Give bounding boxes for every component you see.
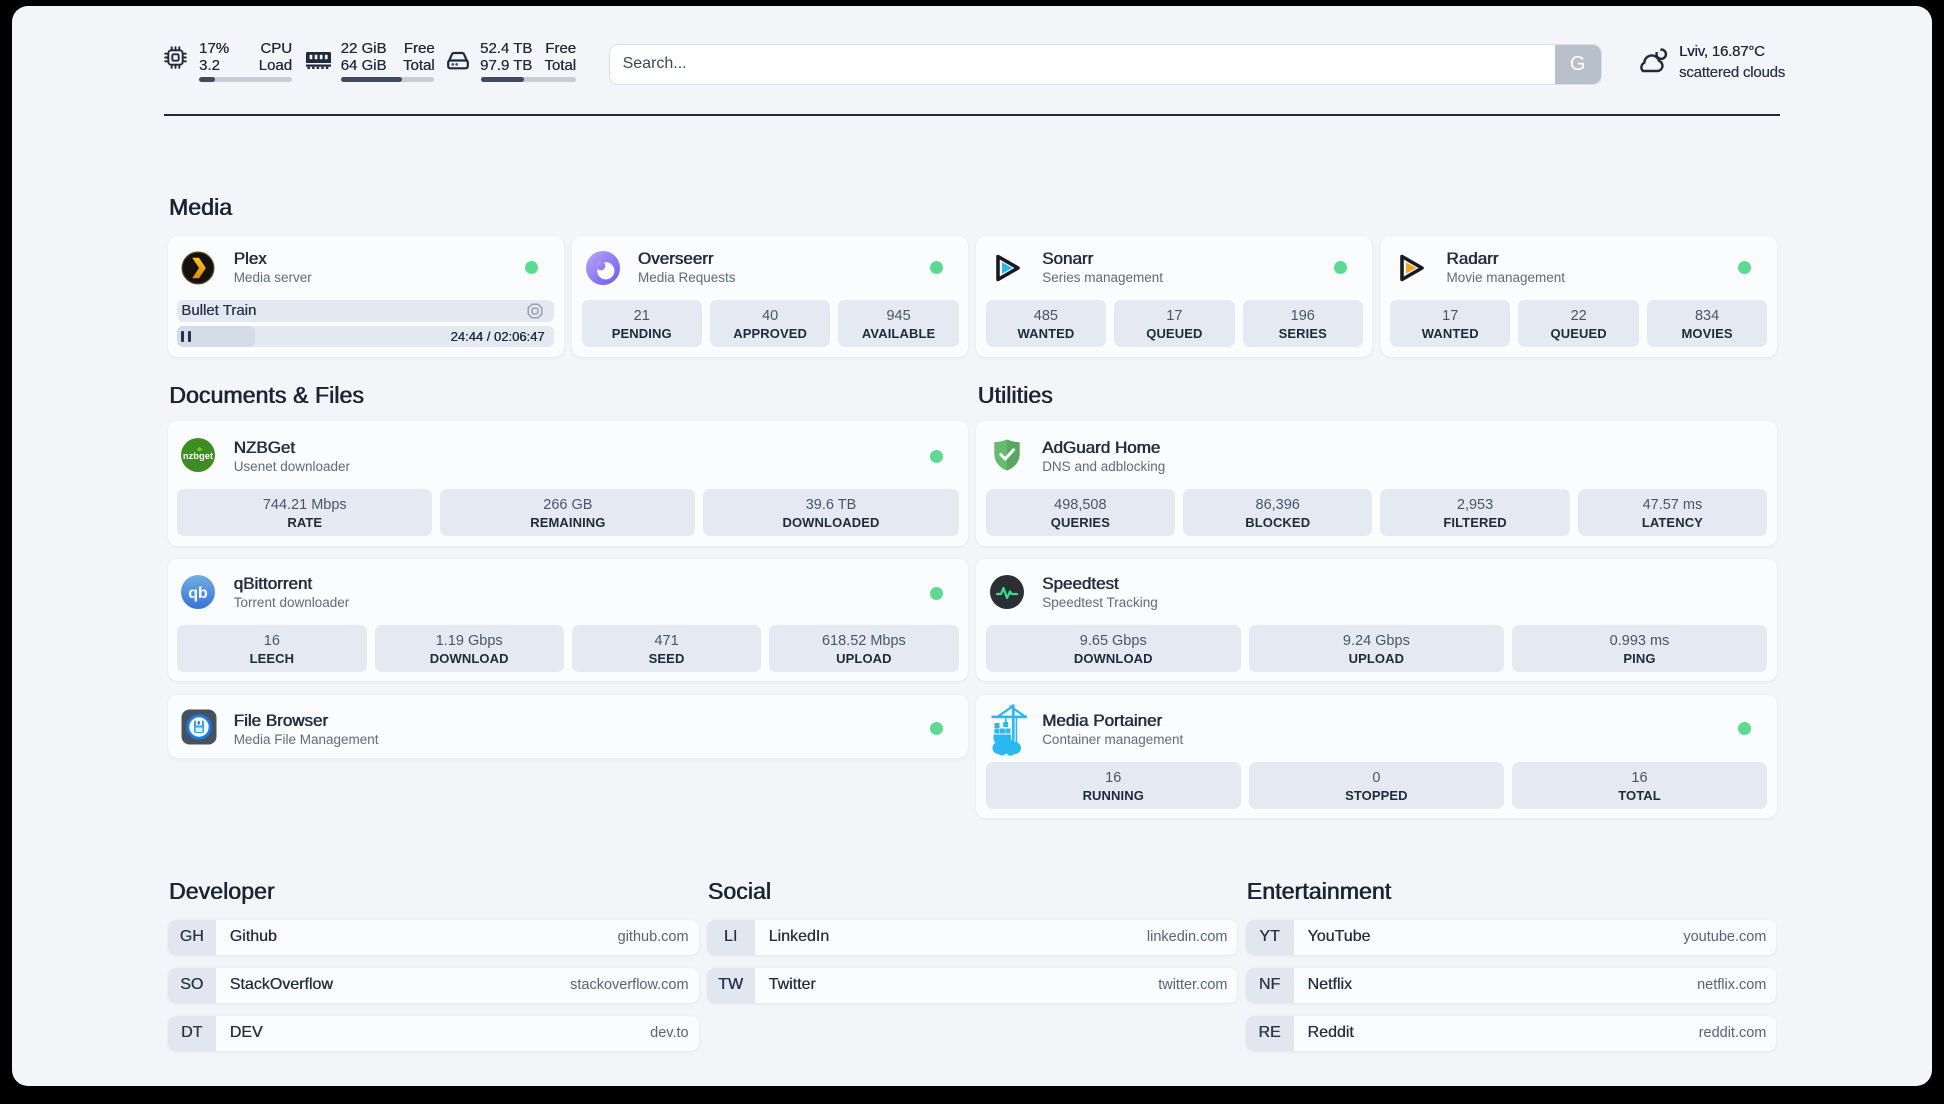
svg-text:qb: qb xyxy=(188,585,208,602)
svg-text:nzbget: nzbget xyxy=(183,450,213,461)
